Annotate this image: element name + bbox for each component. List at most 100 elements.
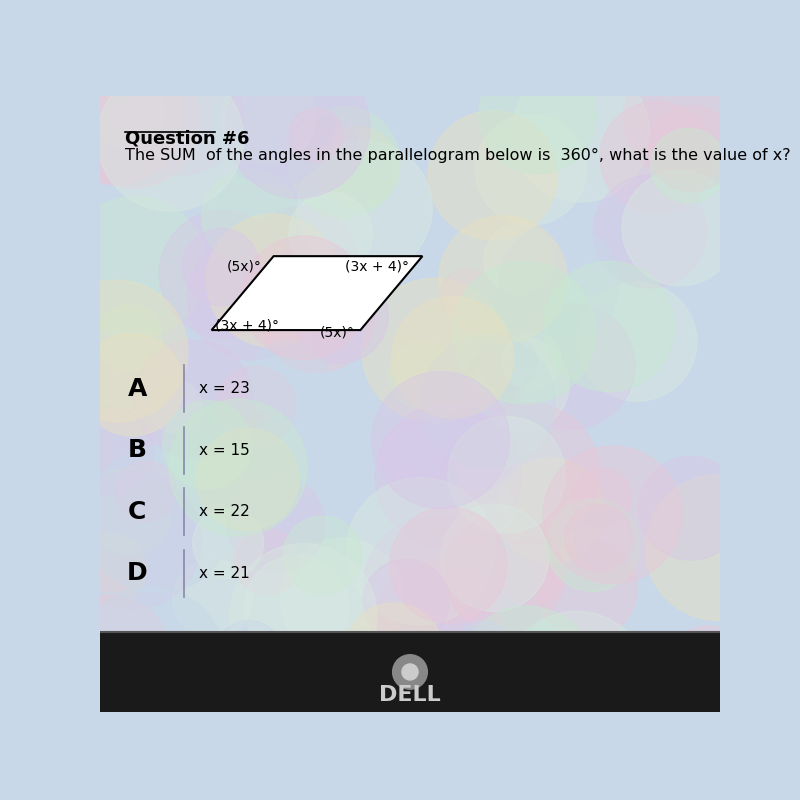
Circle shape	[230, 543, 377, 690]
Circle shape	[163, 401, 252, 489]
Circle shape	[537, 539, 637, 639]
Circle shape	[498, 458, 604, 564]
Circle shape	[498, 538, 565, 605]
Circle shape	[638, 456, 743, 560]
Circle shape	[345, 603, 443, 701]
Circle shape	[478, 333, 537, 391]
Text: DELL: DELL	[379, 685, 441, 705]
Circle shape	[227, 475, 325, 573]
Circle shape	[247, 341, 329, 422]
Text: x = 21: x = 21	[199, 566, 250, 581]
Circle shape	[572, 468, 631, 526]
Circle shape	[375, 403, 521, 549]
Text: x = 15: x = 15	[199, 442, 250, 458]
Circle shape	[440, 408, 500, 467]
Circle shape	[98, 66, 243, 211]
Circle shape	[242, 236, 366, 359]
Circle shape	[93, 76, 166, 148]
Text: D: D	[127, 562, 147, 586]
Circle shape	[221, 70, 316, 165]
Circle shape	[389, 342, 457, 409]
Circle shape	[594, 175, 706, 288]
Circle shape	[511, 65, 650, 202]
Circle shape	[363, 559, 449, 645]
Circle shape	[372, 372, 510, 509]
Text: A: A	[127, 377, 147, 401]
Circle shape	[245, 206, 358, 318]
Circle shape	[50, 53, 182, 185]
Circle shape	[363, 516, 506, 658]
Circle shape	[212, 62, 335, 185]
Circle shape	[454, 621, 512, 678]
Circle shape	[246, 416, 322, 490]
Circle shape	[202, 170, 298, 265]
Text: (3x + 4)°: (3x + 4)°	[214, 319, 278, 333]
Circle shape	[393, 654, 427, 690]
Circle shape	[182, 229, 260, 306]
Circle shape	[193, 508, 263, 578]
Circle shape	[283, 516, 362, 594]
Circle shape	[177, 112, 274, 208]
Text: (5x)°: (5x)°	[227, 259, 262, 274]
Circle shape	[216, 366, 296, 445]
Circle shape	[390, 507, 507, 623]
Circle shape	[440, 666, 493, 720]
Text: (5x)°: (5x)°	[320, 325, 355, 339]
Circle shape	[64, 196, 206, 338]
Circle shape	[122, 55, 242, 174]
Circle shape	[441, 504, 549, 611]
Circle shape	[313, 635, 388, 709]
Circle shape	[441, 269, 492, 320]
Circle shape	[45, 280, 188, 422]
Circle shape	[187, 236, 313, 360]
Text: C: C	[128, 500, 146, 524]
Circle shape	[318, 127, 399, 209]
Circle shape	[478, 57, 597, 174]
Text: x = 23: x = 23	[199, 381, 250, 396]
Circle shape	[298, 141, 432, 275]
Circle shape	[169, 399, 307, 536]
Circle shape	[402, 664, 418, 680]
Circle shape	[62, 471, 202, 610]
Circle shape	[280, 538, 405, 662]
Circle shape	[53, 595, 170, 712]
Circle shape	[539, 673, 601, 734]
Circle shape	[543, 446, 682, 584]
Circle shape	[458, 480, 514, 536]
Circle shape	[234, 529, 300, 594]
Circle shape	[574, 508, 636, 569]
Circle shape	[500, 223, 619, 342]
Circle shape	[48, 592, 163, 707]
Circle shape	[623, 53, 754, 182]
Circle shape	[438, 216, 567, 343]
Circle shape	[66, 407, 154, 495]
Circle shape	[622, 170, 738, 286]
Circle shape	[543, 262, 674, 391]
Circle shape	[226, 55, 370, 198]
Circle shape	[290, 109, 342, 162]
Circle shape	[398, 422, 450, 474]
Circle shape	[577, 282, 697, 402]
Circle shape	[600, 102, 713, 213]
Circle shape	[289, 192, 372, 275]
Circle shape	[442, 417, 516, 490]
Circle shape	[502, 331, 561, 390]
Circle shape	[288, 106, 400, 218]
Circle shape	[372, 561, 501, 690]
Circle shape	[475, 338, 569, 432]
Bar	[100, 632, 720, 712]
Circle shape	[362, 278, 507, 422]
Circle shape	[115, 461, 177, 522]
Circle shape	[565, 505, 632, 572]
Circle shape	[453, 262, 596, 404]
Circle shape	[475, 114, 586, 225]
Circle shape	[54, 647, 155, 748]
Text: x = 22: x = 22	[199, 504, 250, 519]
Circle shape	[206, 214, 340, 347]
Circle shape	[648, 106, 734, 191]
Circle shape	[173, 559, 253, 638]
Circle shape	[421, 335, 555, 469]
Circle shape	[197, 428, 299, 530]
Circle shape	[85, 447, 232, 593]
Circle shape	[448, 416, 565, 533]
